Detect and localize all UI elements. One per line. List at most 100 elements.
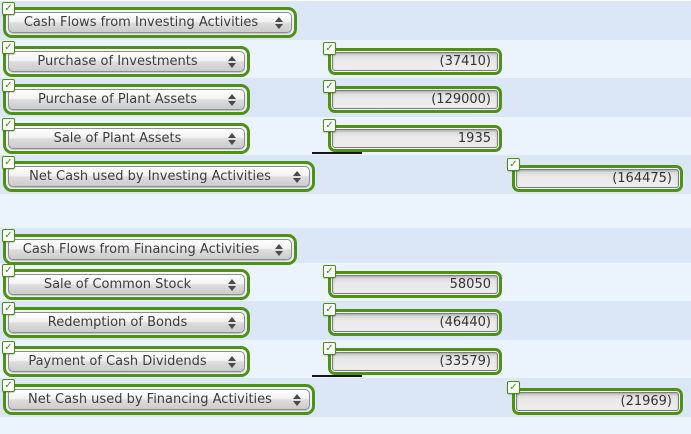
check-icon: ✓ xyxy=(4,302,13,314)
check-icon: ✓ xyxy=(4,41,13,53)
select-value: Cash Flows from Investing Activities xyxy=(23,15,259,30)
account-select[interactable]: Sale of Plant Assets xyxy=(3,123,250,154)
correct-checkbox[interactable]: ✓ xyxy=(2,379,15,392)
select-control: Purchase of Investments xyxy=(8,51,245,72)
select-stepper-icon xyxy=(293,393,301,406)
correct-checkbox[interactable]: ✓ xyxy=(323,119,336,132)
subtotal-field-outline xyxy=(512,388,683,415)
select-control: Cash Flows from Investing Activities xyxy=(8,12,292,33)
check-icon: ✓ xyxy=(4,264,13,276)
select-control: Cash Flows from Financing Activities xyxy=(8,239,292,260)
correct-checkbox[interactable]: ✓ xyxy=(2,156,15,169)
row-redemption-bonds: ✓ Redemption of Bonds ✓ xyxy=(0,301,691,340)
check-icon: ✓ xyxy=(325,265,334,277)
select-value: Sale of Plant Assets xyxy=(53,131,182,146)
correct-checkbox[interactable]: ✓ xyxy=(323,265,336,278)
correct-checkbox[interactable]: ✓ xyxy=(507,158,520,171)
account-select[interactable]: Payment of Cash Dividends xyxy=(3,346,250,377)
correct-checkbox[interactable]: ✓ xyxy=(2,118,15,131)
amount-input[interactable] xyxy=(332,275,498,294)
amount-field-outline xyxy=(328,348,502,375)
check-icon: ✓ xyxy=(4,118,13,130)
select-value: Purchase of Plant Assets xyxy=(37,92,198,107)
select-value: Purchase of Investments xyxy=(37,54,198,69)
amount-field-outline xyxy=(328,125,502,152)
select-stepper-icon xyxy=(228,316,236,329)
check-icon: ✓ xyxy=(4,156,13,168)
subtotal-field-outline xyxy=(512,165,683,192)
select-control: Redemption of Bonds xyxy=(8,312,245,333)
select-stepper-icon xyxy=(228,355,236,368)
select-stepper-icon xyxy=(275,16,283,29)
check-icon: ✓ xyxy=(325,303,334,315)
column-total-rule xyxy=(312,152,362,154)
row-payment-dividends: ✓ Payment of Cash Dividends ✓ xyxy=(0,340,691,378)
correct-checkbox[interactable]: ✓ xyxy=(323,342,336,355)
row-investing-header: ✓ Cash Flows from Investing Activities xyxy=(0,1,691,40)
select-stepper-icon xyxy=(228,278,236,291)
select-value: Net Cash used by Investing Activities xyxy=(29,169,271,184)
row-net-investing: ✓ Net Cash used by Investing Activities … xyxy=(0,155,691,194)
correct-checkbox[interactable]: ✓ xyxy=(323,303,336,316)
check-icon: ✓ xyxy=(4,341,13,353)
correct-checkbox[interactable]: ✓ xyxy=(507,381,520,394)
check-icon: ✓ xyxy=(325,119,334,131)
row-spacer xyxy=(0,417,691,434)
check-icon: ✓ xyxy=(509,381,518,393)
section-select-investing[interactable]: Cash Flows from Investing Activities xyxy=(3,7,297,38)
correct-checkbox[interactable]: ✓ xyxy=(2,341,15,354)
amount-input[interactable] xyxy=(332,52,498,71)
amount-input[interactable] xyxy=(332,129,498,148)
subtotal-amount-input[interactable] xyxy=(516,392,679,411)
subtotal-select[interactable]: Net Cash used by Financing Activities xyxy=(3,384,315,415)
row-sale-plant-assets: ✓ Sale of Plant Assets ✓ xyxy=(0,117,691,155)
select-control: Sale of Plant Assets xyxy=(8,128,245,149)
amount-field-outline xyxy=(328,86,502,113)
check-icon: ✓ xyxy=(325,342,334,354)
select-value: Cash Flows from Financing Activities xyxy=(22,242,260,257)
select-stepper-icon xyxy=(275,243,283,256)
select-value: Net Cash used by Financing Activities xyxy=(28,392,272,407)
correct-checkbox[interactable]: ✓ xyxy=(323,80,336,93)
subtotal-amount-input[interactable] xyxy=(516,169,679,188)
select-value: Payment of Cash Dividends xyxy=(28,354,207,369)
correct-checkbox[interactable]: ✓ xyxy=(2,302,15,315)
check-icon: ✓ xyxy=(4,79,13,91)
account-select[interactable]: Redemption of Bonds xyxy=(3,307,250,338)
row-sale-common-stock: ✓ Sale of Common Stock ✓ xyxy=(0,263,691,301)
select-control: Net Cash used by Financing Activities xyxy=(8,389,310,410)
amount-input[interactable] xyxy=(332,90,498,109)
correct-checkbox[interactable]: ✓ xyxy=(2,79,15,92)
correct-checkbox[interactable]: ✓ xyxy=(2,2,15,15)
row-purchase-plant-assets: ✓ Purchase of Plant Assets ✓ xyxy=(0,78,691,117)
select-stepper-icon xyxy=(228,55,236,68)
row-spacer xyxy=(0,194,691,228)
account-select[interactable]: Sale of Common Stock xyxy=(3,269,250,300)
correct-checkbox[interactable]: ✓ xyxy=(2,264,15,277)
select-value: Sale of Common Stock xyxy=(43,277,192,292)
select-stepper-icon xyxy=(228,93,236,106)
select-stepper-icon xyxy=(228,132,236,145)
select-control: Purchase of Plant Assets xyxy=(8,89,245,110)
check-icon: ✓ xyxy=(325,80,334,92)
section-select-financing[interactable]: Cash Flows from Financing Activities xyxy=(3,234,297,265)
select-value: Redemption of Bonds xyxy=(47,315,188,330)
column-total-rule xyxy=(312,375,362,377)
amount-input[interactable] xyxy=(332,313,498,332)
check-icon: ✓ xyxy=(4,379,13,391)
correct-checkbox[interactable]: ✓ xyxy=(2,229,15,242)
amount-input[interactable] xyxy=(332,352,498,371)
account-select[interactable]: Purchase of Plant Assets xyxy=(3,84,250,115)
check-icon: ✓ xyxy=(4,2,13,14)
correct-checkbox[interactable]: ✓ xyxy=(323,42,336,55)
check-icon: ✓ xyxy=(325,42,334,54)
select-control: Sale of Common Stock xyxy=(8,274,245,295)
amount-field-outline xyxy=(328,309,502,336)
select-control: Payment of Cash Dividends xyxy=(8,351,245,372)
check-icon: ✓ xyxy=(509,158,518,170)
account-select[interactable]: Purchase of Investments xyxy=(3,46,250,77)
select-control: Net Cash used by Investing Activities xyxy=(8,166,310,187)
correct-checkbox[interactable]: ✓ xyxy=(2,41,15,54)
subtotal-select[interactable]: Net Cash used by Investing Activities xyxy=(3,161,315,192)
